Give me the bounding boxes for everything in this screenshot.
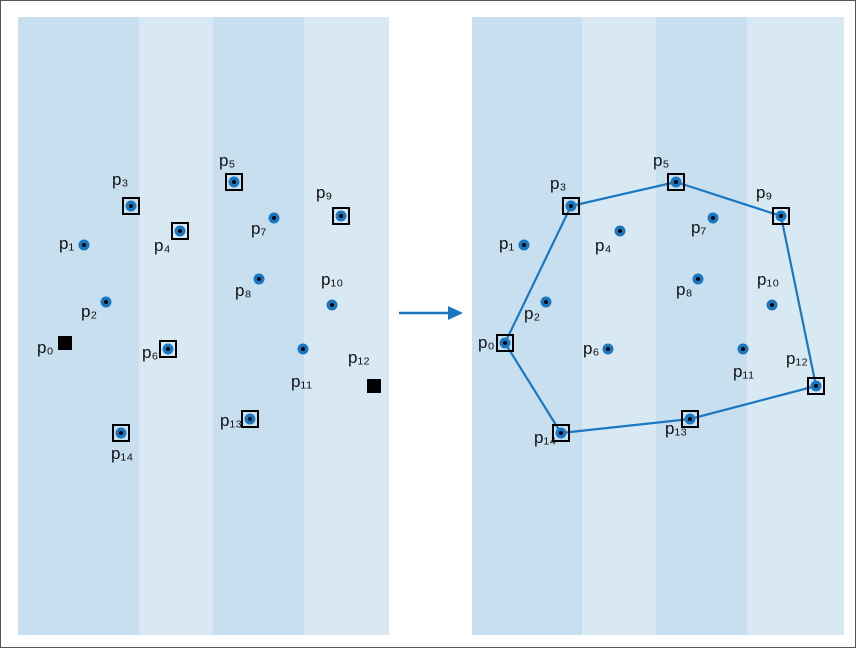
point-center-p7: [711, 216, 715, 220]
left-label-p5: p₅: [219, 151, 235, 170]
left-label-p2: p₂: [81, 302, 97, 321]
left-label-p6: p₆: [142, 343, 158, 362]
right-label-p10: p₁₀: [757, 270, 779, 289]
right-label-p12: p₁₂: [786, 349, 808, 368]
point-center-p3: [129, 204, 133, 208]
hull-candidate-box-p14: [112, 424, 130, 442]
right-label-p8: p₈: [676, 280, 693, 299]
point-center-p2: [544, 300, 548, 304]
hull-candidate-box-p5: [667, 173, 685, 191]
left-label-p8: p₈: [235, 281, 252, 300]
point-center-p2: [104, 300, 108, 304]
right-label-p1: p₁: [499, 234, 514, 253]
arrow-head: [448, 306, 463, 320]
point-center-p1: [82, 243, 86, 247]
hull-candidate-box-p4: [171, 222, 189, 240]
right-band-3: [656, 17, 747, 635]
point-center-p0: [503, 341, 507, 345]
hull-candidate-box-p3: [122, 197, 140, 215]
hull-candidate-box-p13: [241, 410, 259, 428]
hull-candidate-box-p12: [807, 377, 825, 395]
point-center-p13: [688, 417, 692, 421]
point-center-p8: [257, 277, 261, 281]
hull-candidate-box-p9: [332, 207, 350, 225]
point-center-p14: [119, 431, 123, 435]
right-band-4: [747, 17, 844, 635]
point-center-p10: [330, 303, 334, 307]
hull-candidate-box-p6: [159, 340, 177, 358]
hull-candidate-box-p5: [225, 173, 243, 191]
point-center-p11: [741, 347, 745, 351]
hull-candidate-box-p9: [772, 207, 790, 225]
left-band-3: [213, 17, 304, 635]
point-center-p9: [779, 214, 783, 218]
hull-candidate-box-p13: [681, 410, 699, 428]
right-label-p4: p₄: [595, 236, 611, 255]
left-label-p3: p₃: [112, 170, 128, 189]
right-label-p6: p₆: [583, 339, 599, 358]
marker-square-p12: [367, 379, 381, 393]
point-center-p3: [569, 204, 573, 208]
point-center-p11: [301, 347, 305, 351]
right-label-p5: p₅: [653, 151, 669, 170]
hull-candidate-box-p0: [496, 334, 514, 352]
point-center-p5: [674, 180, 678, 184]
point-center-p5: [232, 180, 236, 184]
hull-candidate-box-p14: [552, 424, 570, 442]
left-band-1: [18, 17, 139, 635]
left-label-p4: p₄: [154, 236, 170, 255]
point-center-p4: [178, 229, 182, 233]
right-band-2: [582, 17, 656, 635]
point-center-p12: [814, 384, 818, 388]
left-label-p14: p₁₄: [111, 444, 133, 463]
left-label-p1: p₁: [59, 234, 74, 253]
point-center-p7: [272, 216, 276, 220]
right-label-p7: p₇: [691, 218, 706, 237]
marker-square-p0: [58, 336, 72, 350]
left-label-p13: p₁₃: [220, 411, 242, 430]
point-center-p1: [522, 243, 526, 247]
point-center-p13: [248, 417, 252, 421]
hull-candidate-box-p3: [562, 197, 580, 215]
left-label-p9: p₉: [316, 183, 332, 202]
right-label-p9: p₉: [756, 183, 772, 202]
right-label-p3: p₃: [550, 174, 566, 193]
left-label-p11: p₁₁: [291, 372, 312, 391]
transition-arrow: [399, 306, 463, 320]
right-label-p0: p₀: [478, 333, 495, 352]
right-label-p14: p₁₄: [534, 428, 556, 447]
left-label-p12: p₁₂: [348, 348, 370, 367]
right-band-1: [472, 17, 582, 635]
right-label-p11: p₁₁: [733, 362, 754, 381]
point-center-p8: [696, 277, 700, 281]
point-center-p6: [166, 347, 170, 351]
point-center-p4: [618, 229, 622, 233]
point-center-p6: [606, 347, 610, 351]
left-band-2: [139, 17, 213, 635]
left-label-p0: p₀: [37, 338, 54, 357]
after-panel: p₀ p₁ p₂ p₃ p₄ p₅ p₆ p₇ p₈ p₉ p₁₀ p₁₁ p₁₂ p₁₃ p₁₄: [472, 17, 844, 635]
left-label-p10: p₁₀: [321, 270, 343, 289]
before-panel: p₀ p₁ p₂ p₃ p₄ p₅ p₆ p₇ p₈ p₉ p₁₀ p₁₁ p₁₂ p₁₃ p₁₄: [18, 17, 389, 635]
convex-hull-outline: [503, 180, 818, 435]
point-center-p9: [339, 214, 343, 218]
point-center-p10: [770, 303, 774, 307]
right-label-p2: p₂: [524, 304, 540, 323]
left-band-4: [304, 17, 389, 635]
point-center-p14: [559, 431, 563, 435]
left-label-p7: p₇: [251, 219, 266, 238]
right-label-p13: p₁₃: [665, 419, 687, 438]
